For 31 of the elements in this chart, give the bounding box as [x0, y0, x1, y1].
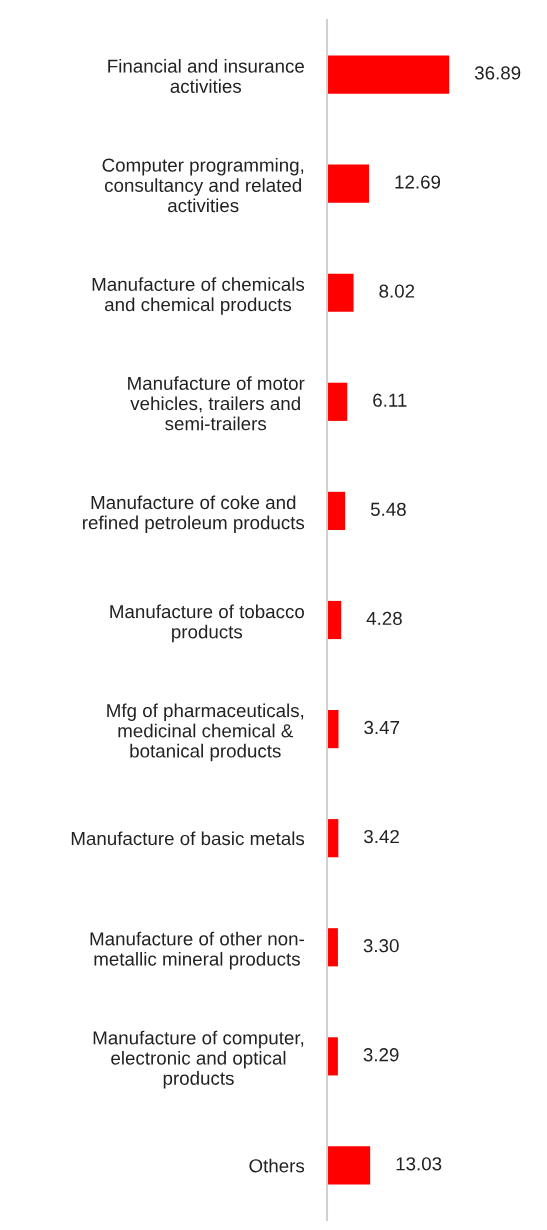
y-tick-label: Financial and insurance activities [108, 59, 304, 93]
data-label: 4.28 [366, 611, 402, 626]
data-label: 13.03 [396, 1157, 442, 1171]
y-tick-label: Manufacture of coke and refined petroleum products [83, 495, 305, 534]
data-label: 36.89 [474, 66, 521, 80]
bar [327, 55, 450, 94]
y-tick-label: Mfg of pharmaceuticals, medicinal chemical & botanical products [107, 703, 304, 762]
bar [327, 491, 346, 530]
y-tick-label: Manufacture of basic metals [71, 831, 305, 846]
bar [327, 273, 354, 312]
bar [327, 600, 342, 640]
data-label: 5.48 [370, 502, 406, 516]
data-label: 3.47 [364, 720, 400, 735]
y-tick-label: Computer programming, consultancy and related activities [102, 158, 304, 213]
y-tick-label: Others [249, 1158, 305, 1173]
y-tick-label: Manufacture of chemicals and chemical products [92, 277, 305, 315]
data-label: 12.69 [395, 175, 441, 189]
y-tick-label: Manufacture of tobacco products [110, 604, 305, 643]
data-label: 8.02 [379, 284, 415, 298]
y-tick-label: Manufacture of computer, electronic and optical products [93, 1030, 304, 1089]
data-label: 3.42 [364, 829, 399, 844]
data-label: 3.30 [363, 939, 399, 953]
y-tick-label: Manufacture of other non-metallic mineral products [90, 931, 304, 970]
bar [327, 164, 370, 203]
bar [327, 382, 348, 421]
bar [327, 1037, 338, 1076]
data-label: 6.11 [373, 393, 407, 407]
bar [327, 928, 338, 967]
bar [327, 1146, 371, 1185]
y-tick-label: Manufacture of motor vehicles, trailers and semi-trailers [128, 376, 305, 431]
data-label: 3.29 [363, 1048, 399, 1062]
